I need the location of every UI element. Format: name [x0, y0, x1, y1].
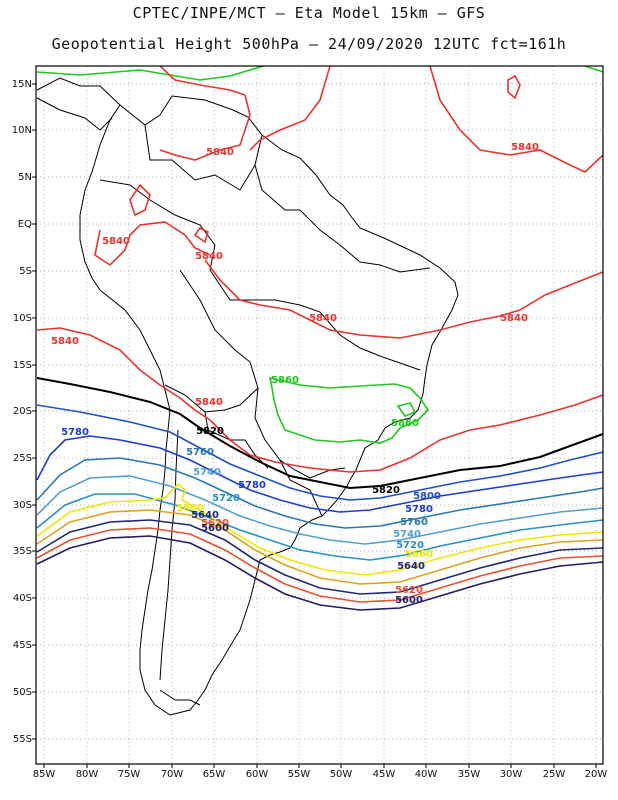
- longitude-tick-label: 65W: [203, 769, 226, 780]
- contour-labels: 5840 5840 5840 5840 5840 5840 5840 5840 5860 5860…: [51, 142, 539, 606]
- latitude-tick-label: 50S: [13, 687, 32, 698]
- contour-label: 5780: [238, 480, 266, 491]
- contour-label: 5620: [201, 518, 229, 529]
- contour-label: 5660: [405, 549, 433, 560]
- longitude-labels: 85W 80W 75W 70W 65W 60W 55W 50W 45W 40W 35W 30W 25W 2…: [33, 764, 608, 780]
- latitude-tick-label: 55S: [13, 734, 32, 745]
- longitude-tick-label: 35W: [458, 769, 481, 780]
- latitude-tick-label: 20S: [13, 406, 32, 417]
- longitude-tick-label: 25W: [543, 769, 566, 780]
- contour-label: 5840: [511, 142, 539, 153]
- latitude-tick-label: 10S: [13, 313, 32, 324]
- contour-label: 5660: [176, 503, 204, 514]
- contour-label: 5840: [51, 336, 79, 347]
- latitude-tick-label: 30S: [13, 500, 32, 511]
- map-frame: [35, 65, 604, 765]
- contour-label: 5820: [196, 426, 224, 437]
- contour-label: 5740: [193, 467, 221, 478]
- contour-label: 5600: [201, 523, 229, 534]
- latitude-tick-label: 45S: [13, 640, 32, 651]
- contour-label: 5840: [206, 147, 234, 158]
- latitude-tick-label: 40S: [13, 593, 32, 604]
- longitude-tick-label: 80W: [76, 769, 99, 780]
- longitude-tick-label: 30W: [500, 769, 523, 780]
- longitude-tick-label: 85W: [33, 769, 56, 780]
- latitude-tick-label: 5S: [19, 266, 32, 277]
- contour-label: 5780: [61, 427, 89, 438]
- longitude-tick-label: 60W: [246, 769, 269, 780]
- latitude-tick-label: 25S: [13, 453, 32, 464]
- contour-label: 5860: [391, 418, 419, 429]
- longitude-tick-label: 45W: [373, 769, 396, 780]
- contour-label: 5860: [271, 375, 299, 386]
- contour-label: 5840: [309, 313, 337, 324]
- contour-label: 5840: [102, 236, 130, 247]
- contour-label: 5760: [400, 517, 428, 528]
- latitude-tick-label: 10N: [12, 125, 32, 136]
- contour-label: 5620: [395, 585, 423, 596]
- contour-label: 5840: [195, 251, 223, 262]
- latitude-tick-label: 15N: [12, 79, 32, 90]
- contour-label: 5820: [372, 485, 400, 496]
- contours: [36, 66, 603, 611]
- longitude-tick-label: 20W: [585, 769, 608, 780]
- longitude-tick-label: 40W: [415, 769, 438, 780]
- longitude-tick-label: 70W: [161, 769, 184, 780]
- contour-label: 5740: [393, 529, 421, 540]
- coastline: [36, 77, 459, 716]
- contour-label: 5840: [500, 313, 528, 324]
- latitude-tick-label: 35S: [13, 546, 32, 557]
- graticule: [36, 66, 603, 764]
- contour-label: 5640: [191, 510, 219, 521]
- latitude-tick-label: 15S: [13, 360, 32, 371]
- chart-title-line1: CPTEC/INPE/MCT – Eta Model 15km – GFS: [132, 4, 486, 22]
- contour-label: 5840: [195, 397, 223, 408]
- contour-label: 5640: [397, 561, 425, 572]
- longitude-tick-label: 50W: [330, 769, 353, 780]
- chart-title-line2: Geopotential Height 500hPa – 24/09/2020 …: [51, 35, 567, 53]
- contour-label: 5780: [405, 504, 433, 515]
- contour-label: 5760: [186, 447, 214, 458]
- longitude-tick-label: 75W: [118, 769, 141, 780]
- contour-label: 5720: [396, 540, 424, 551]
- contour-label: 5800: [413, 491, 441, 502]
- contour-label: 5600: [395, 595, 423, 606]
- longitude-tick-label: 55W: [288, 769, 311, 780]
- latitude-labels: 15N 10N 5N EQ 5S 10S 15S 20S 25S 30S 35S 40S 45S 50S 5…: [12, 79, 36, 745]
- latitude-tick-label: EQ: [18, 219, 32, 230]
- contour-label: 5720: [212, 493, 240, 504]
- latitude-tick-label: 5N: [18, 172, 32, 183]
